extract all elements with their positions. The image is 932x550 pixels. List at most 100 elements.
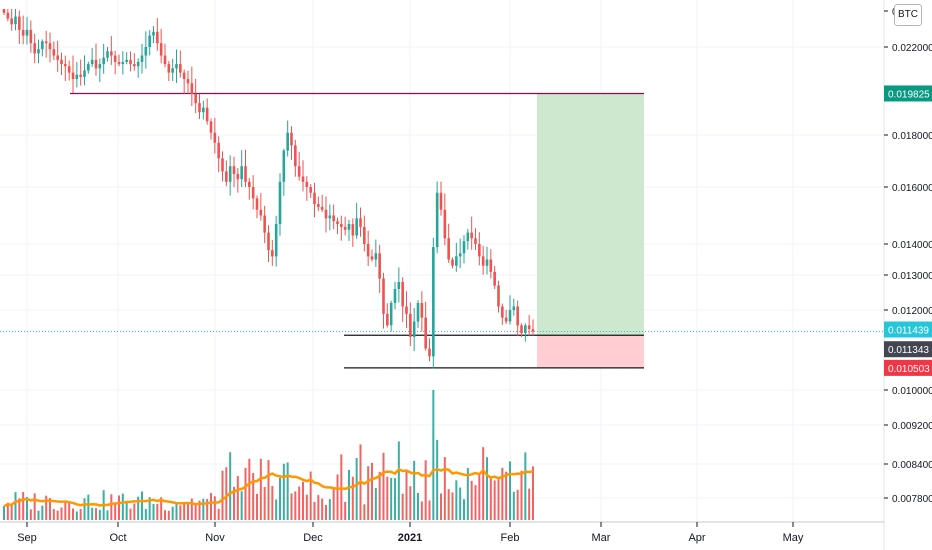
time-tick-label: Apr xyxy=(688,532,705,544)
candle-body xyxy=(397,282,401,289)
volume-bar xyxy=(344,501,347,520)
candle-body xyxy=(343,226,347,230)
volume-bar xyxy=(432,390,435,520)
candle-body xyxy=(389,303,393,326)
volume-bar xyxy=(244,467,247,520)
price-badge-bg xyxy=(884,85,932,102)
candle-body xyxy=(159,43,163,56)
candle-body xyxy=(106,51,109,58)
candle-body xyxy=(117,61,121,65)
volume-bar xyxy=(118,495,120,520)
volume-bar xyxy=(263,487,266,520)
volume-bar xyxy=(443,457,446,520)
candle-body xyxy=(458,253,462,257)
candle-body xyxy=(140,55,144,62)
volume-bar xyxy=(229,452,232,520)
volume-bar xyxy=(64,501,67,520)
volume-bar xyxy=(137,496,140,520)
candle-body xyxy=(148,35,151,47)
volume-bar xyxy=(497,479,500,520)
volume-bar xyxy=(68,502,71,520)
candle-body xyxy=(290,132,293,146)
volume-bar xyxy=(455,480,458,520)
volume-bar xyxy=(328,499,331,520)
volume-bar xyxy=(133,503,136,520)
candle-body xyxy=(282,150,286,182)
candle-body xyxy=(524,325,527,333)
candle-body xyxy=(294,145,297,167)
volume-bar xyxy=(290,493,293,520)
volume-bar xyxy=(121,493,124,520)
candle-body xyxy=(297,166,301,177)
stop-zone xyxy=(537,335,644,368)
volume-bar xyxy=(470,480,473,520)
candle-body xyxy=(527,325,531,330)
time-tick-label: Dec xyxy=(303,532,323,544)
volume-bar xyxy=(486,457,488,520)
volume-bar xyxy=(202,498,205,520)
volume-bar xyxy=(371,462,373,520)
time-tick-label: May xyxy=(783,532,804,544)
volume-bar xyxy=(91,507,94,520)
volume-bar xyxy=(516,489,519,520)
volume-bar xyxy=(367,466,370,520)
volume-bar xyxy=(390,477,393,520)
time-tick-label: Nov xyxy=(205,532,225,544)
price-candles xyxy=(2,9,535,369)
candle-body xyxy=(248,181,251,187)
volume-bar xyxy=(321,498,324,520)
candle-body xyxy=(217,142,220,159)
volume-bar xyxy=(436,440,439,520)
candle-body xyxy=(198,103,201,113)
price-badge-bg xyxy=(884,321,932,338)
candle-body xyxy=(393,289,397,303)
volume-bar xyxy=(160,497,163,520)
candle-body xyxy=(56,55,59,60)
candle-body xyxy=(416,303,420,322)
price-tick-label: 0.008400 xyxy=(892,460,932,471)
volume-bar xyxy=(478,473,481,520)
candle-body xyxy=(474,238,477,244)
candle-body xyxy=(202,107,205,113)
candle-body xyxy=(366,244,370,257)
volume-bar xyxy=(520,470,523,520)
volume-bar xyxy=(336,474,339,520)
time-axis[interactable]: Sep Oct Nov Dec 2021 Feb Mar Apr May xyxy=(17,522,804,544)
candle-body xyxy=(451,259,454,266)
candle-body xyxy=(194,94,197,104)
price-axis[interactable]: 0.00.0220000.0180000.0160000.0140000.013… xyxy=(884,7,932,505)
level-lines xyxy=(0,92,884,369)
candle-body xyxy=(435,192,439,248)
target-zone xyxy=(537,93,644,336)
volume-bar xyxy=(474,485,477,520)
volume-bar xyxy=(355,457,358,520)
volume-bar xyxy=(294,491,297,520)
currency-badge[interactable]: BTC xyxy=(894,4,922,26)
candle-body xyxy=(221,158,224,172)
candle-body xyxy=(363,226,366,244)
candle-body xyxy=(340,224,343,227)
candle-body xyxy=(462,241,466,254)
candle-body xyxy=(213,132,217,143)
volume-bar xyxy=(405,470,408,520)
candle-body xyxy=(355,218,358,236)
volume-bar xyxy=(110,494,113,520)
price-tick-label: 0.007800 xyxy=(892,494,932,505)
candle-body xyxy=(481,256,485,266)
volume-bar xyxy=(194,505,197,520)
candle-body xyxy=(317,204,320,207)
candle-body xyxy=(497,285,500,307)
volume-bar xyxy=(440,493,442,520)
volume-bar xyxy=(75,511,78,520)
candle-body xyxy=(271,250,274,257)
candle-body xyxy=(94,59,98,69)
volume-bar xyxy=(225,467,228,520)
time-tick-label: Oct xyxy=(109,532,126,544)
candle-body xyxy=(87,64,90,71)
candle-body xyxy=(493,271,496,286)
volume-bar xyxy=(501,467,504,520)
candle-body xyxy=(267,232,270,251)
price-badge: 0.019825 xyxy=(884,85,932,102)
candle-body xyxy=(171,68,174,73)
